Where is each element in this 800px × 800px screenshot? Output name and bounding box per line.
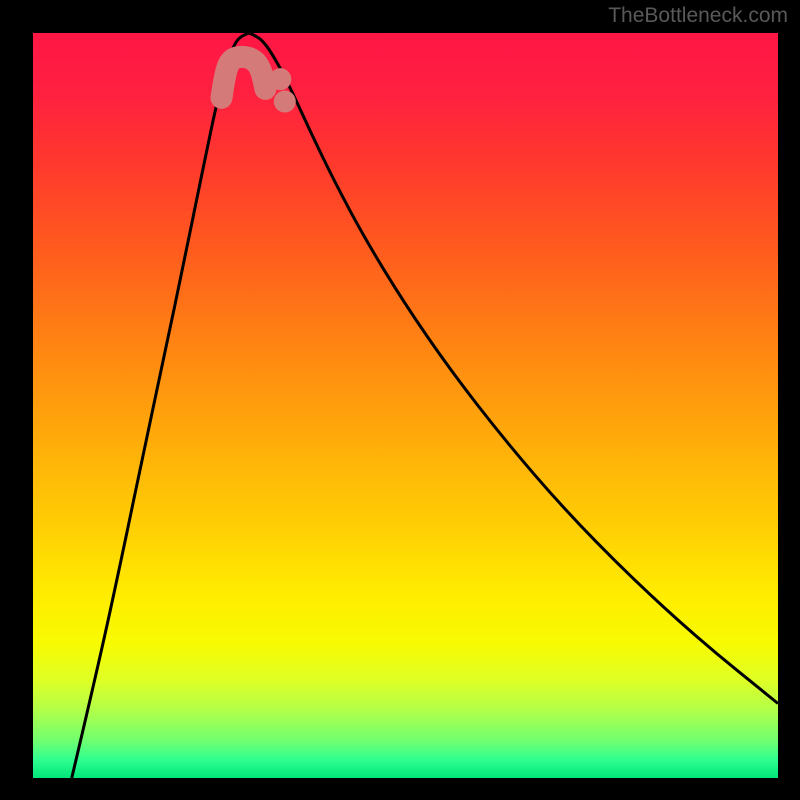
right-bottleneck-curve xyxy=(249,33,778,704)
marker-dot xyxy=(269,68,291,90)
chart-plot-area xyxy=(33,33,778,778)
marker-dot xyxy=(274,91,296,113)
left-bottleneck-curve xyxy=(72,33,249,778)
marker-u-shape xyxy=(221,57,265,98)
chart-curves-layer xyxy=(33,33,778,778)
watermark-text: TheBottleneck.com xyxy=(608,4,788,28)
